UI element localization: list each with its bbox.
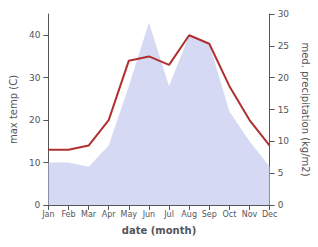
svg-text:med. precipitation (kg/m2): med. precipitation (kg/m2) xyxy=(300,42,311,176)
svg-text:Sep: Sep xyxy=(202,210,217,219)
svg-text:15: 15 xyxy=(278,105,289,115)
svg-text:Feb: Feb xyxy=(61,210,75,219)
svg-text:30: 30 xyxy=(29,73,41,83)
svg-text:40: 40 xyxy=(29,30,41,40)
svg-text:Mar: Mar xyxy=(81,210,97,219)
svg-text:Oct: Oct xyxy=(222,210,236,219)
svg-text:10: 10 xyxy=(29,158,41,168)
svg-text:date (month): date (month) xyxy=(122,225,196,236)
svg-text:May: May xyxy=(121,210,138,219)
svg-text:5: 5 xyxy=(278,168,284,178)
svg-text:20: 20 xyxy=(278,73,290,83)
svg-text:20: 20 xyxy=(29,115,41,125)
svg-text:Dec: Dec xyxy=(262,210,277,219)
svg-text:Jul: Jul xyxy=(163,210,174,219)
svg-text:Nov: Nov xyxy=(242,210,258,219)
svg-text:0: 0 xyxy=(35,200,41,210)
svg-text:Apr: Apr xyxy=(102,210,117,219)
svg-text:Jan: Jan xyxy=(41,210,54,219)
svg-text:30: 30 xyxy=(278,9,290,19)
svg-text:0: 0 xyxy=(278,200,284,210)
svg-text:max temp (C): max temp (C) xyxy=(8,75,19,144)
svg-text:10: 10 xyxy=(278,136,290,146)
svg-text:25: 25 xyxy=(278,41,289,51)
svg-text:Jun: Jun xyxy=(142,210,156,219)
svg-text:Aug: Aug xyxy=(181,210,197,219)
